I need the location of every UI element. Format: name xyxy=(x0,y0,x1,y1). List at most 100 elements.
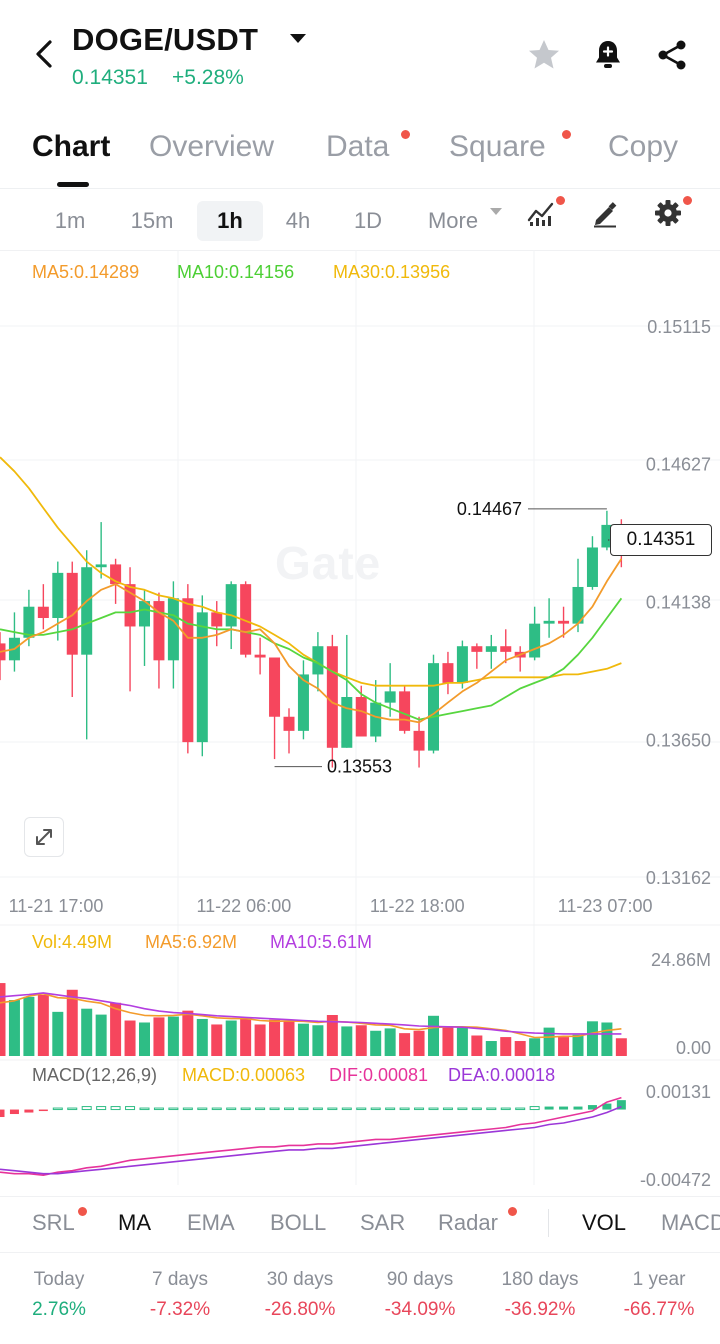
indicator-ema[interactable]: EMA xyxy=(187,1210,235,1235)
indicator-row: SRL MA EMA BOLL SAR Radar VOL MACD xyxy=(0,1196,720,1250)
macd-hist-bar xyxy=(312,1107,323,1111)
interval-1m[interactable]: 1m xyxy=(54,208,86,233)
candle-up xyxy=(529,623,541,658)
active-tab-underline xyxy=(57,182,89,187)
macd-hist-bar xyxy=(515,1107,526,1111)
candle-up xyxy=(312,646,324,675)
pair-title[interactable]: DOGE/USDT xyxy=(72,22,259,57)
more-caret-icon[interactable] xyxy=(490,208,502,215)
macd-hist-bar xyxy=(442,1107,453,1111)
bell-alert-icon[interactable] xyxy=(591,38,625,72)
macd-hist-bar xyxy=(284,1107,294,1111)
candle-down xyxy=(500,646,512,652)
vol-ma5-line xyxy=(0,992,622,1039)
dea-line xyxy=(0,1105,622,1175)
high-marker-label: 0.14467 xyxy=(457,499,522,519)
volume-bar xyxy=(485,1041,497,1056)
perf-value: -7.32% xyxy=(149,1299,211,1320)
current-price-tag: 0.14351 xyxy=(610,524,712,556)
dea-value: DEA:0.00018 xyxy=(448,1065,556,1085)
perf-value: 2.76% xyxy=(32,1299,86,1320)
volume-bar xyxy=(326,1015,338,1056)
candle-down xyxy=(240,584,252,655)
tab-square[interactable]: Square xyxy=(449,130,546,163)
interval-15m[interactable]: 15m xyxy=(130,208,174,233)
candle-down xyxy=(471,646,483,652)
volume-bar xyxy=(615,1038,627,1056)
macd-hist-bar xyxy=(385,1107,396,1111)
candle-up xyxy=(601,524,613,548)
interval-1h[interactable]: 1h xyxy=(197,201,263,241)
x-tick-label: 11-23 07:00 xyxy=(558,896,653,916)
candle-down xyxy=(442,663,454,683)
macd-max-label: 0.00131 xyxy=(646,1082,711,1102)
interval-4h[interactable]: 4h xyxy=(285,208,311,233)
macd-hist-bar xyxy=(269,1107,280,1111)
y-tick-label: 0.14138 xyxy=(646,593,711,613)
volume-bar xyxy=(196,1018,208,1056)
macd-hist-bar xyxy=(559,1106,569,1110)
candle-down xyxy=(558,620,570,624)
indicator-srl[interactable]: SRL xyxy=(32,1210,75,1235)
indicator-chart-icon[interactable] xyxy=(526,198,556,228)
volume-bar xyxy=(124,1020,136,1056)
volume-bar xyxy=(442,1026,454,1056)
vol-ma5-legend: MA5:6.92M xyxy=(145,932,238,952)
candle-up xyxy=(52,572,64,619)
macd-hist-bar xyxy=(182,1107,193,1111)
candle-down xyxy=(124,584,136,627)
vol-min-label: 0.00 xyxy=(676,1038,711,1058)
candle-down xyxy=(269,657,281,717)
draw-pen-icon[interactable] xyxy=(590,198,620,228)
settings-gear-icon[interactable] xyxy=(653,198,683,228)
volume-bar xyxy=(572,1034,584,1056)
candle-down xyxy=(66,572,78,655)
volume-bar xyxy=(586,1021,598,1056)
macd-hist-bar xyxy=(9,1109,19,1115)
indicator-sar[interactable]: SAR xyxy=(360,1210,406,1235)
share-icon[interactable] xyxy=(655,38,689,72)
interval-more[interactable]: More xyxy=(427,208,479,233)
perf-label: Today xyxy=(33,1269,85,1290)
candle-up xyxy=(370,702,382,737)
macd-hist-bar xyxy=(500,1107,511,1111)
tab-data[interactable]: Data xyxy=(326,130,390,163)
star-icon[interactable] xyxy=(527,38,561,72)
volume-bar xyxy=(355,1025,367,1056)
candle-down xyxy=(153,601,165,661)
indicator-radar[interactable]: Radar xyxy=(438,1210,498,1235)
indicator-boll[interactable]: BOLL xyxy=(270,1210,327,1235)
interval-1d[interactable]: 1D xyxy=(353,208,383,233)
candle-down xyxy=(326,646,338,748)
macd-hist-bar xyxy=(529,1106,540,1111)
macd-hist-bar xyxy=(573,1106,583,1110)
volume-bar xyxy=(384,1028,396,1056)
indicator-macd[interactable]: MACD xyxy=(661,1210,720,1235)
candle-down xyxy=(254,654,266,658)
candle-down xyxy=(211,612,223,627)
back-arrow-icon[interactable] xyxy=(30,38,58,70)
tab-copy[interactable]: Copy xyxy=(608,130,679,163)
volume-bar xyxy=(297,1023,309,1056)
tab-chart[interactable]: Chart xyxy=(32,130,111,163)
price-chart[interactable]: 0.15115 0.14627 0.14138 0.13650 0.13162 11-2… xyxy=(0,250,720,1200)
ma5-legend: MA5:0.14289 xyxy=(32,262,140,282)
tab-data-badge-dot xyxy=(401,130,410,139)
volume-bar xyxy=(601,1022,613,1056)
volume-bar xyxy=(225,1020,237,1056)
performance-row: Today 2.76% 7 days -7.32% 30 days -26.80… xyxy=(0,1252,720,1344)
macd-hist-bar xyxy=(153,1107,164,1111)
volume-bar xyxy=(529,1038,541,1056)
y-tick-label: 0.13650 xyxy=(646,730,711,750)
macd-hist-bar xyxy=(226,1107,237,1111)
tab-overview[interactable]: Overview xyxy=(149,130,275,163)
expand-fullscreen-button[interactable] xyxy=(24,817,64,857)
indicator-vol[interactable]: VOL xyxy=(582,1210,627,1235)
volume-bar xyxy=(153,1017,165,1056)
y-tick-label: 0.13162 xyxy=(646,868,711,888)
pair-dropdown-caret-icon[interactable] xyxy=(290,34,306,43)
candle-up xyxy=(456,646,468,683)
macd-min-label: -0.00472 xyxy=(640,1170,711,1190)
macd-hist-bar xyxy=(457,1107,468,1111)
indicator-ma[interactable]: MA xyxy=(118,1210,151,1235)
